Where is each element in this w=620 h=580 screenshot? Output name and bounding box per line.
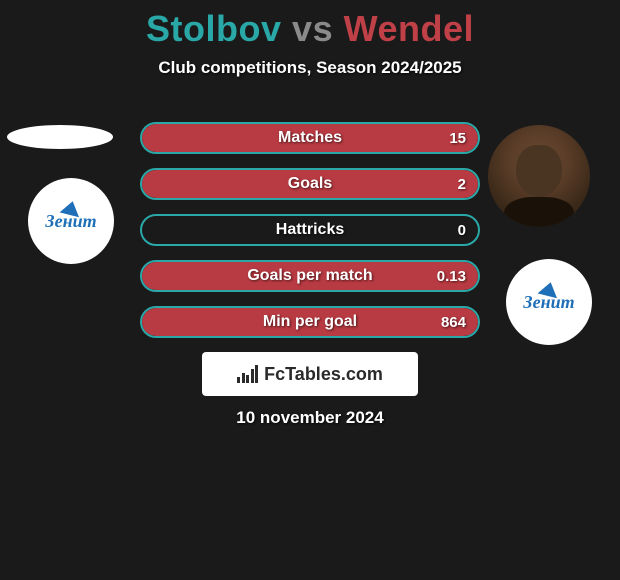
- stat-value-right: 2: [458, 176, 466, 193]
- player1-portrait: [7, 125, 113, 149]
- stat-value-right: 864: [441, 314, 466, 331]
- stat-row: Matches 15: [140, 122, 480, 154]
- stat-label: Hattricks: [276, 221, 344, 239]
- stat-row: Goals per match 0.13: [140, 260, 480, 292]
- comparison-title: Stolbov vs Wendel: [0, 0, 620, 50]
- chart-icon: [237, 365, 258, 383]
- vs-separator: vs: [292, 8, 333, 49]
- stat-row: Hattricks 0: [140, 214, 480, 246]
- stat-row: Goals 2: [140, 168, 480, 200]
- stat-label: Matches: [278, 129, 342, 147]
- date-text: 10 november 2024: [236, 408, 383, 428]
- stat-label: Goals per match: [247, 267, 372, 285]
- player2-portrait: [488, 125, 590, 227]
- stats-container: Matches 15 Goals 2 Hattricks 0 Goals per match…: [140, 122, 480, 352]
- stat-row: Min per goal 864: [140, 306, 480, 338]
- branding-text: FcTables.com: [264, 364, 383, 385]
- zenit-logo-icon: Зенит: [523, 292, 574, 313]
- zenit-logo-icon: Зенит: [45, 211, 96, 232]
- stat-label: Min per goal: [263, 313, 357, 331]
- stat-value-right: 0: [458, 222, 466, 239]
- player1-name: Stolbov: [146, 8, 282, 49]
- branding-badge: FcTables.com: [202, 352, 418, 396]
- stat-label: Goals: [288, 175, 332, 193]
- stat-value-right: 15: [449, 130, 466, 147]
- player2-name: Wendel: [344, 8, 474, 49]
- player1-club-badge: Зенит: [28, 178, 114, 264]
- player2-club-badge: Зенит: [506, 259, 592, 345]
- subtitle: Club competitions, Season 2024/2025: [0, 58, 620, 78]
- stat-value-right: 0.13: [437, 268, 466, 285]
